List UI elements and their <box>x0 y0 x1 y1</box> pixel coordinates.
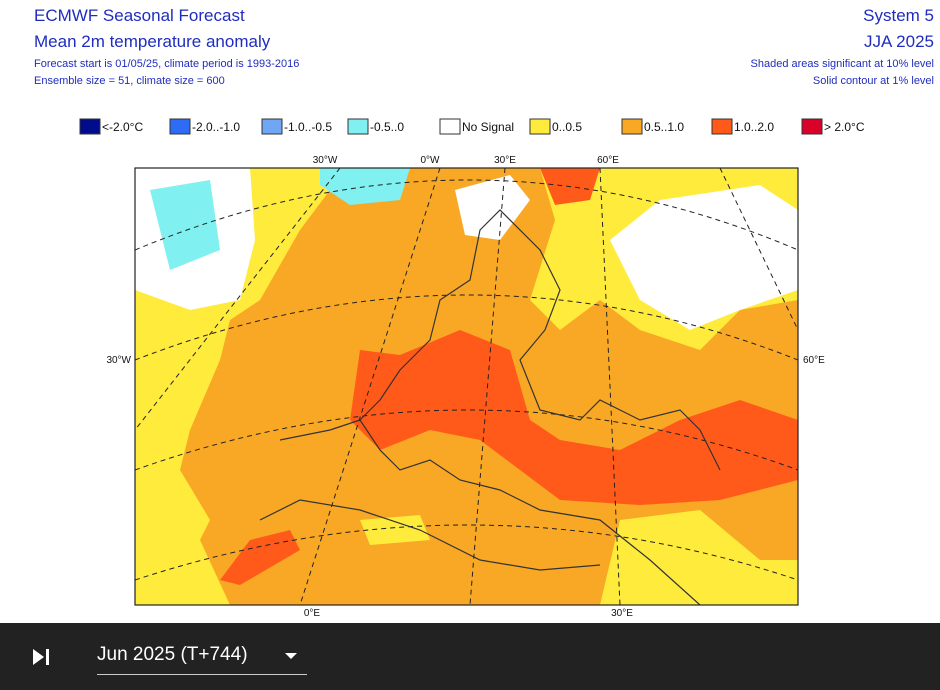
legend-swatch <box>621 118 643 135</box>
legend-swatch <box>801 118 823 135</box>
skip-button[interactable] <box>28 642 58 672</box>
legend-label: <-2.0°C <box>102 120 143 134</box>
top-lon-label: 60°E <box>597 155 619 166</box>
title: ECMWF Seasonal Forecast <box>34 6 245 25</box>
legend-label: No Signal <box>462 120 514 134</box>
top-lon-label: 0°W <box>421 155 441 166</box>
subtitle: Mean 2m temperature anomaly <box>34 32 271 51</box>
forecast-note: Forecast start is 01/05/25, climate peri… <box>34 58 300 70</box>
shading-note: Shaded areas significant at 10% level <box>750 58 934 70</box>
map-frame <box>134 167 799 606</box>
bottom-lon-label: 30°E <box>611 608 633 619</box>
legend-swatch <box>169 118 191 135</box>
legend-label: -0.5..0 <box>370 120 404 134</box>
top-lon-label: 30°E <box>494 155 516 166</box>
legend-label: > 2.0°C <box>824 120 865 134</box>
legend-label: 0..0.5 <box>552 120 582 134</box>
time-select-label: Jun 2025 (T+744) <box>97 644 248 665</box>
ensemble-note: Ensemble size = 51, climate size = 600 <box>34 75 225 87</box>
contour-note: Solid contour at 1% level <box>812 75 934 87</box>
map-labels: 30°W 0°W 30°E 60°E 30°W 60°E 0°E 30°E <box>106 155 825 619</box>
left-lon-label: 30°W <box>106 355 131 366</box>
time-select[interactable]: Jun 2025 (T+744) <box>97 644 307 675</box>
legend-label: -1.0..-0.5 <box>284 120 332 134</box>
legend-swatch <box>529 118 551 135</box>
system: System 5 <box>863 6 934 25</box>
legend-label: 0.5..1.0 <box>644 120 684 134</box>
dropdown-arrow <box>285 653 297 659</box>
legend-label: -2.0..-1.0 <box>192 120 240 134</box>
period: JJA 2025 <box>864 32 934 51</box>
legend-swatch <box>347 118 369 135</box>
map: <-2.0°C -2.0..-1.0 -1.0..-0.5 -0.5..0 No Sig… <box>79 118 865 619</box>
top-lon-label: 30°W <box>313 155 338 166</box>
bottom-lon-label: 0°E <box>304 608 321 619</box>
legend-swatch <box>79 118 101 135</box>
right-lon-label: 60°E <box>803 355 825 366</box>
legend-swatch <box>261 118 283 135</box>
legend: <-2.0°C -2.0..-1.0 -1.0..-0.5 -0.5..0 No Sig… <box>79 118 865 135</box>
legend-label: 1.0..2.0 <box>734 120 774 134</box>
map-field <box>135 168 798 605</box>
player-bar: Jun 2025 (T+744) <box>0 623 940 690</box>
legend-swatch <box>711 118 733 135</box>
legend-swatch <box>439 118 461 135</box>
